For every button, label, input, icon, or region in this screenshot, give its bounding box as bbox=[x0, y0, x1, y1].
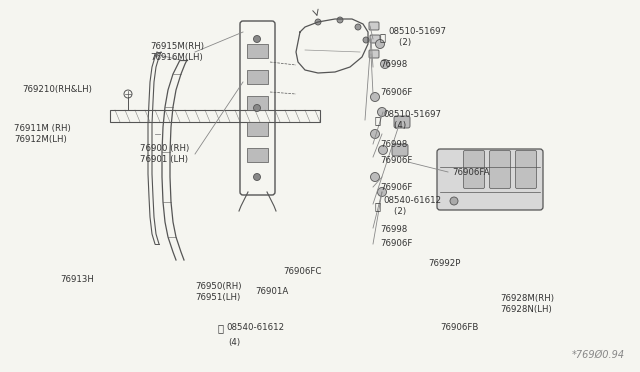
Circle shape bbox=[253, 35, 260, 42]
Text: 76913H: 76913H bbox=[60, 276, 94, 285]
Text: 08540-61612
    (2): 08540-61612 (2) bbox=[383, 196, 441, 216]
Text: 76906FB: 76906FB bbox=[440, 324, 478, 333]
Text: 76906F: 76906F bbox=[380, 155, 412, 164]
Circle shape bbox=[371, 173, 380, 182]
FancyBboxPatch shape bbox=[437, 149, 543, 210]
Circle shape bbox=[355, 24, 361, 30]
Text: 76900 (RH)
76901 (LH): 76900 (RH) 76901 (LH) bbox=[140, 144, 189, 164]
Text: *769Ø0.94: *769Ø0.94 bbox=[572, 350, 625, 360]
FancyBboxPatch shape bbox=[369, 22, 379, 30]
Text: 76998: 76998 bbox=[380, 224, 407, 234]
Circle shape bbox=[371, 129, 380, 138]
FancyBboxPatch shape bbox=[490, 151, 511, 189]
Text: (4): (4) bbox=[228, 337, 240, 346]
FancyBboxPatch shape bbox=[463, 151, 484, 189]
FancyBboxPatch shape bbox=[515, 151, 536, 189]
Circle shape bbox=[378, 187, 387, 196]
FancyBboxPatch shape bbox=[370, 35, 380, 43]
Text: 76998: 76998 bbox=[380, 60, 407, 68]
Text: 76915M(RH)
76916M(LH): 76915M(RH) 76916M(LH) bbox=[150, 42, 204, 62]
Text: 769210(RH&LH): 769210(RH&LH) bbox=[22, 84, 92, 93]
Bar bbox=[247, 44, 268, 58]
Bar bbox=[247, 122, 268, 136]
Text: 76906F: 76906F bbox=[380, 183, 412, 192]
Circle shape bbox=[371, 93, 380, 102]
Text: Ⓢ: Ⓢ bbox=[218, 323, 224, 333]
Circle shape bbox=[315, 19, 321, 25]
Circle shape bbox=[363, 37, 369, 43]
Text: 08540-61612: 08540-61612 bbox=[226, 324, 284, 333]
Bar bbox=[247, 70, 268, 84]
Text: Ⓢ: Ⓢ bbox=[380, 32, 386, 42]
Text: 76906FC: 76906FC bbox=[283, 267, 321, 276]
Text: 76998: 76998 bbox=[380, 140, 407, 148]
Text: Ⓢ: Ⓢ bbox=[375, 201, 381, 211]
Text: Ⓢ: Ⓢ bbox=[375, 115, 381, 125]
Circle shape bbox=[378, 145, 387, 154]
Bar bbox=[110, 110, 320, 122]
Text: 76906F: 76906F bbox=[380, 240, 412, 248]
Text: 76950(RH)
76951(LH): 76950(RH) 76951(LH) bbox=[195, 282, 241, 302]
Text: 08510-51697
    (4): 08510-51697 (4) bbox=[383, 110, 441, 130]
FancyBboxPatch shape bbox=[394, 116, 410, 128]
FancyBboxPatch shape bbox=[392, 144, 408, 156]
Circle shape bbox=[376, 39, 385, 48]
Circle shape bbox=[378, 108, 387, 116]
Bar bbox=[247, 96, 268, 110]
Circle shape bbox=[450, 197, 458, 205]
Text: 76906F: 76906F bbox=[380, 87, 412, 96]
FancyBboxPatch shape bbox=[369, 50, 379, 58]
Text: 08510-51697
    (2): 08510-51697 (2) bbox=[388, 27, 446, 47]
Text: 76911M (RH)
76912M(LH): 76911M (RH) 76912M(LH) bbox=[14, 124, 71, 144]
Circle shape bbox=[381, 60, 390, 68]
Circle shape bbox=[253, 173, 260, 180]
Text: 76928M(RH)
76928N(LH): 76928M(RH) 76928N(LH) bbox=[500, 294, 554, 314]
Text: 76901A: 76901A bbox=[255, 288, 288, 296]
Text: 76992P: 76992P bbox=[428, 260, 460, 269]
Circle shape bbox=[337, 17, 343, 23]
Text: 76906FA: 76906FA bbox=[452, 167, 490, 176]
Bar bbox=[247, 148, 268, 162]
Circle shape bbox=[253, 105, 260, 112]
